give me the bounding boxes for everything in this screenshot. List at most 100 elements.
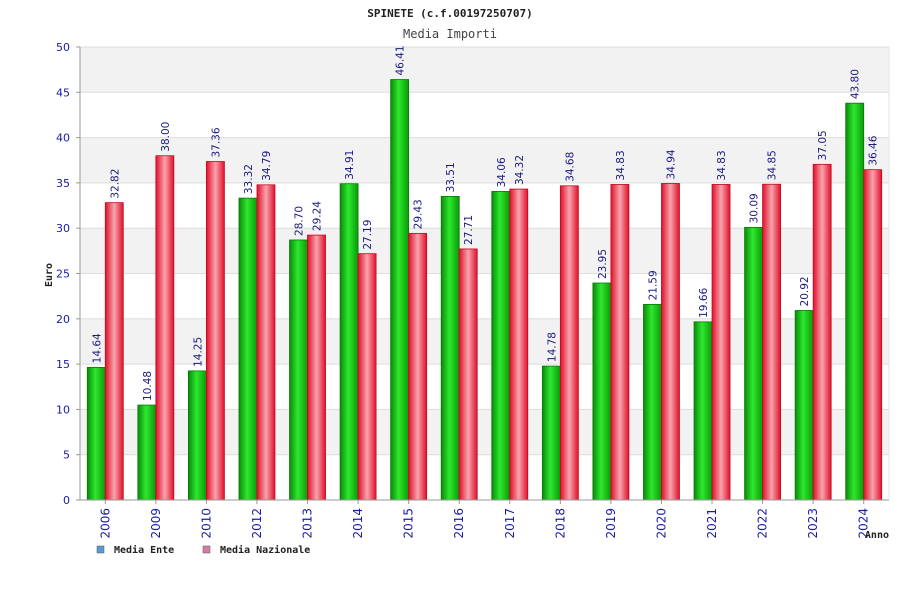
chart-subtitle: Media Importi xyxy=(403,27,497,41)
bar-value-label: 14.78 xyxy=(546,332,558,362)
bar-media-ente-2018 xyxy=(541,365,561,501)
bar-media-ente-2019 xyxy=(592,282,612,501)
legend-swatch-media-nazionale xyxy=(202,545,211,554)
bar-media-ente-2020 xyxy=(643,303,662,501)
y-tick-label: 35 xyxy=(56,177,70,190)
bar-value-label: 43.80 xyxy=(850,69,862,99)
y-tick-label: 20 xyxy=(56,313,70,326)
bar-value-label: 19.66 xyxy=(698,288,710,318)
plot-band xyxy=(80,92,889,138)
legend-swatch-media-ente xyxy=(96,545,105,554)
bar-value-label: 29.24 xyxy=(312,201,324,231)
y-axis-label: Euro xyxy=(44,263,55,287)
bar-value-label: 21.59 xyxy=(647,270,659,300)
x-tick-label: 2006 xyxy=(98,508,112,539)
bar-value-label: 37.05 xyxy=(817,130,829,160)
y-tick-label: 40 xyxy=(56,132,70,145)
bar-media-nazionale-2016 xyxy=(458,248,478,501)
bar-value-label: 36.46 xyxy=(868,135,880,165)
bar-value-label: 30.09 xyxy=(749,193,761,223)
y-tick-label: 0 xyxy=(63,494,70,507)
y-tick-label: 15 xyxy=(56,358,70,371)
x-tick-label: 2017 xyxy=(503,508,517,539)
bar-media-ente-2010 xyxy=(188,370,207,501)
plot-band xyxy=(80,47,889,93)
bar-media-nazionale-2017 xyxy=(509,188,529,501)
bar-value-label: 34.79 xyxy=(261,151,273,181)
bar-media-ente-2009 xyxy=(137,404,157,501)
bar-value-label: 14.25 xyxy=(192,337,204,367)
x-tick-label: 2023 xyxy=(806,508,820,539)
bar-value-label: 33.51 xyxy=(445,162,457,192)
bar-media-nazionale-2023 xyxy=(812,163,832,501)
bar-media-nazionale-2024 xyxy=(863,169,883,501)
bar-media-ente-2013 xyxy=(289,239,308,501)
x-tick-label: 2016 xyxy=(452,508,466,539)
bar-media-nazionale-2012 xyxy=(256,184,276,501)
bar-media-ente-2006 xyxy=(86,366,106,501)
bar-value-label: 46.41 xyxy=(395,45,407,75)
y-tick-label: 30 xyxy=(56,222,70,235)
bar-value-label: 34.94 xyxy=(665,149,677,179)
bar-media-nazionale-2006 xyxy=(104,202,124,501)
bar-media-nazionale-2015 xyxy=(408,232,428,501)
bar-media-nazionale-2009 xyxy=(155,155,175,501)
bar-value-label: 27.19 xyxy=(362,220,374,250)
bar-media-nazionale-2022 xyxy=(762,183,781,501)
bar-value-label: 14.64 xyxy=(91,333,103,363)
bar-value-label: 34.06 xyxy=(496,157,508,187)
bar-value-label: 28.70 xyxy=(294,206,306,236)
bar-value-label: 34.68 xyxy=(564,152,576,182)
legend: Media Ente Media Nazionale xyxy=(96,544,310,556)
bar-media-nazionale-2014 xyxy=(357,253,377,501)
bar-media-nazionale-2018 xyxy=(559,185,579,501)
chart-title: SPINETE (c.f.00197250707) xyxy=(367,7,533,20)
x-tick-label: 2013 xyxy=(301,508,315,539)
bar-value-label: 20.92 xyxy=(799,276,811,306)
x-tick-label: 2015 xyxy=(402,508,416,539)
bar-value-label: 27.71 xyxy=(463,215,475,245)
legend-label-media-ente: Media Ente xyxy=(114,544,174,556)
y-tick-label: 10 xyxy=(56,403,70,416)
legend-label-media-nazionale: Media Nazionale xyxy=(220,544,310,556)
y-tick-label: 25 xyxy=(56,268,70,281)
x-tick-labels: 2006 2009 2010 2012 2013 2014 2015 2016 2017 2018… xyxy=(98,500,871,539)
x-tick-label: 2009 xyxy=(149,508,163,539)
x-tick-label: 2012 xyxy=(250,508,264,539)
bar-value-label: 29.43 xyxy=(413,199,425,229)
y-tick-labels: 0 5 10 15 20 25 30 35 40 45 50 xyxy=(56,41,80,507)
bar-value-label: 34.91 xyxy=(344,150,356,180)
x-tick-label: 2018 xyxy=(553,508,567,539)
bar-media-ente-2022 xyxy=(744,226,763,501)
bar-value-label: 34.85 xyxy=(767,150,779,180)
bar-value-label: 34.83 xyxy=(716,150,728,180)
bar-media-nazionale-2019 xyxy=(610,184,630,501)
y-tick-label: 45 xyxy=(56,86,70,99)
x-tick-label: 2021 xyxy=(705,508,719,539)
bar-media-ente-2014 xyxy=(339,183,359,501)
bar-value-label: 34.32 xyxy=(514,155,526,185)
bar-value-label: 23.95 xyxy=(597,249,609,279)
bar-media-ente-2023 xyxy=(794,310,814,501)
x-tick-label: 2010 xyxy=(199,508,213,539)
x-tick-label: 2019 xyxy=(604,508,618,539)
bar-media-ente-2024 xyxy=(845,102,865,501)
bar-value-label: 34.83 xyxy=(615,150,627,180)
bar-media-ente-2021 xyxy=(693,321,713,501)
x-axis-label: Anno xyxy=(865,530,889,541)
bar-value-label: 37.36 xyxy=(210,127,222,157)
x-tick-label: 2024 xyxy=(857,508,871,539)
bar-media-nazionale-2021 xyxy=(711,184,731,501)
bars xyxy=(86,79,883,501)
y-tick-label: 50 xyxy=(56,41,70,54)
x-tick-label: 2014 xyxy=(351,508,365,539)
bar-value-labels: 14.64 32.82 10.48 38.00 14.25 37.36 33.32 34.79… xyxy=(91,45,879,401)
bar-value-label: 32.82 xyxy=(109,169,121,199)
bar-media-nazionale-2010 xyxy=(206,161,225,501)
bar-media-ente-2017 xyxy=(491,191,511,501)
bar-media-nazionale-2020 xyxy=(661,183,680,501)
bar-value-label: 33.32 xyxy=(243,164,255,194)
bar-media-ente-2016 xyxy=(440,195,460,501)
bar-media-nazionale-2013 xyxy=(307,234,326,501)
